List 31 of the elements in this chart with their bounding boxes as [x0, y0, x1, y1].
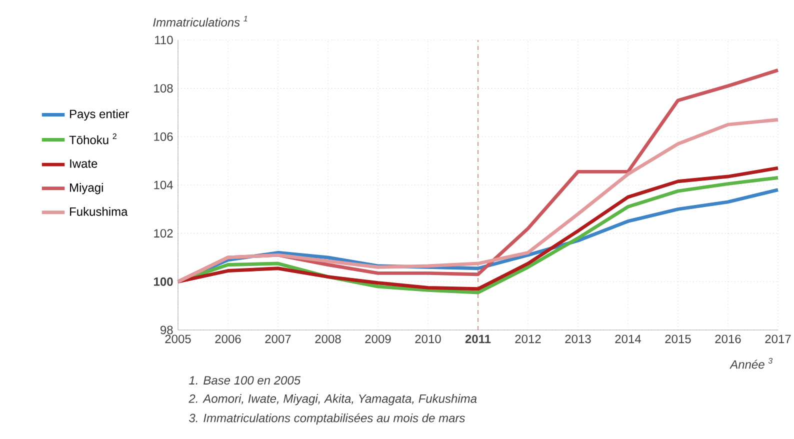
x-tick-label: 2017: [765, 334, 791, 344]
y-tick-label: 102: [154, 229, 173, 238]
x-tick-label: 2012: [515, 334, 541, 344]
x-tick-label: 2008: [315, 334, 341, 344]
x-tick-label: 2011: [465, 334, 491, 344]
line-series: [176, 118, 780, 284]
text: 1. Base 100 en 2005: [189, 376, 301, 385]
text: 2. Aomori, Iwate, Miyagi, Akita, Yamagata, Fukushima: [188, 394, 477, 406]
x-tick-label: 2013: [565, 334, 591, 344]
legend-label: Tōhoku $^{2}$: [69, 133, 116, 144]
legend-label: Iwate: [70, 159, 98, 168]
y-tick-label: 110: [155, 36, 173, 44]
y-tick-label: 108: [154, 84, 173, 93]
x-tick-label: 2016: [715, 334, 741, 344]
y-tick-label: 100: [154, 277, 173, 286]
legend-label: Miyagi: [70, 183, 103, 194]
x-tick-label: 2014: [615, 334, 641, 344]
x-tick-label: 2006: [215, 334, 241, 344]
y-tick-label: 104: [154, 180, 173, 190]
text: 3. Immatriculations comptabilisées au mois de mars: [188, 413, 465, 425]
x-tick-label: 2010: [415, 334, 441, 344]
y-tick-label: 98: [160, 326, 173, 334]
legend-label: Pays entier: [70, 109, 129, 121]
y-tick-label: 106: [154, 132, 173, 141]
x-tick-label: 2009: [365, 334, 391, 344]
x-tick-label: 2015: [665, 334, 691, 344]
x-axis-title: Année $^{3}$: [730, 358, 773, 369]
y-axis-title: Immatriculations $^{1}$: [153, 16, 248, 27]
legend-label: Fukushima: [70, 207, 128, 216]
x-tick-label: 2007: [265, 334, 291, 344]
x-tick-label: 2005: [165, 334, 191, 344]
